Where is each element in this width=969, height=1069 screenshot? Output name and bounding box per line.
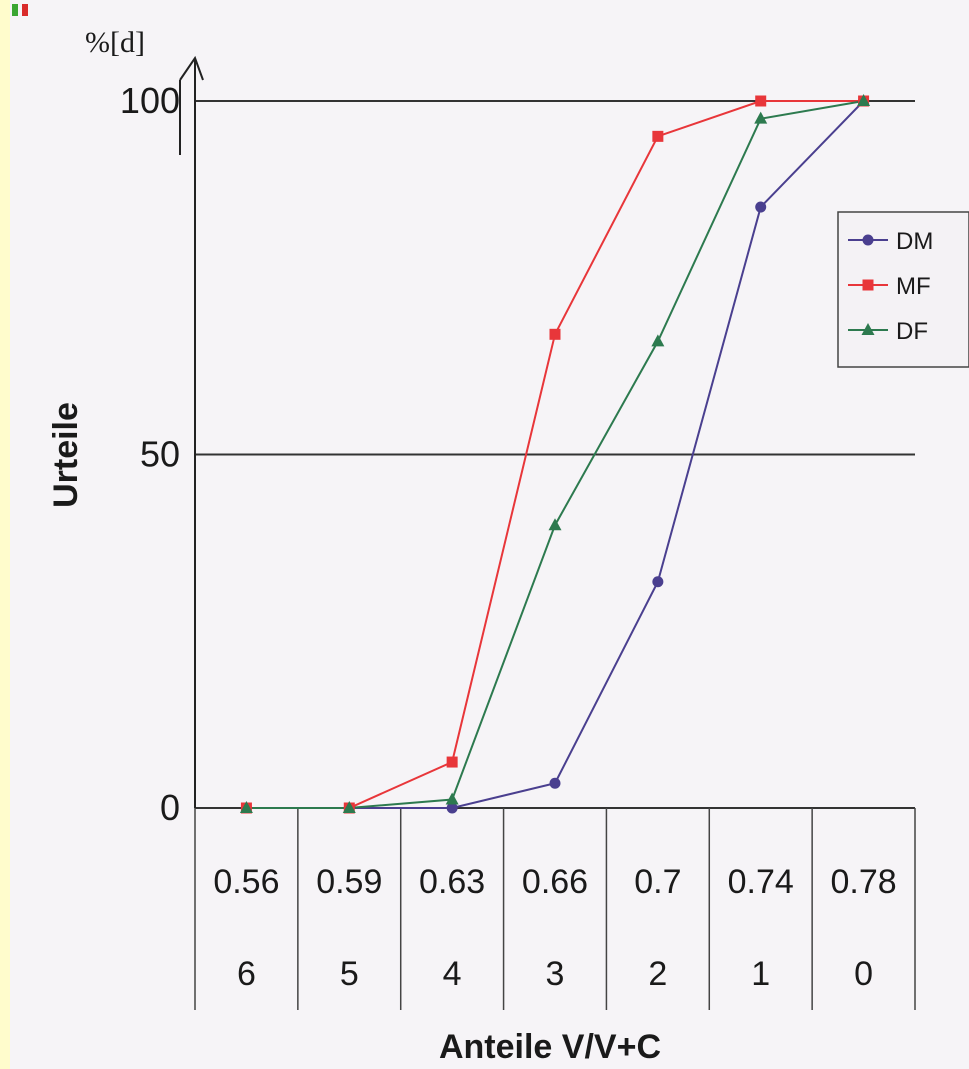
data-point-df [342, 801, 356, 813]
x-secondary-label: 2 [648, 955, 667, 993]
legend-box [837, 211, 969, 368]
x-secondary-label: 1 [751, 955, 770, 993]
legend-label-mf: MF [896, 273, 931, 300]
x-secondary-label: 6 [237, 955, 256, 993]
x-category-label: 0.63 [419, 863, 485, 901]
data-point-df [857, 94, 871, 106]
legend-label-df: DF [896, 318, 928, 345]
x-category-label: 0.66 [522, 863, 588, 901]
data-point-mf [755, 95, 767, 107]
data-point-df [754, 111, 768, 124]
x-category-label: 0.78 [830, 863, 896, 901]
x-secondary-label: 3 [546, 955, 565, 993]
x-axis-title: Anteile V/V+C [439, 1028, 661, 1066]
x-secondary-label: 0 [854, 955, 873, 993]
data-point-dm [446, 802, 458, 814]
y-axis-arrow [179, 55, 204, 81]
data-point-legend-df [861, 323, 875, 335]
data-point-dm [652, 576, 664, 588]
data-point-mf [446, 756, 458, 768]
x-secondary-label: 5 [340, 955, 359, 993]
corner-marker-red [22, 4, 28, 16]
data-point-mf [549, 328, 561, 340]
y-axis-unit: %[d] [85, 26, 145, 59]
data-point-mf [652, 130, 664, 142]
y-axis-title: Urteile [47, 402, 85, 508]
x-secondary-label: 4 [443, 955, 462, 993]
y-tick-label-100: 100 [120, 80, 180, 121]
x-category-label: 0.56 [213, 863, 279, 901]
corner-marker-green [12, 4, 18, 16]
y-tick-label-0: 0 [160, 787, 180, 828]
data-point-dm [755, 201, 767, 213]
left-accent-bar [0, 0, 10, 1069]
data-point-df [548, 518, 562, 531]
data-point-df [239, 801, 253, 813]
x-category-label: 0.7 [634, 863, 681, 901]
x-category-label: 0.59 [316, 863, 382, 901]
legend-label-dm: DM [896, 228, 933, 255]
data-point-df [651, 334, 665, 347]
data-point-dm [549, 777, 561, 789]
data-point-legend-mf [862, 279, 874, 291]
data-point-legend-dm [862, 234, 874, 246]
data-point-df [445, 792, 459, 805]
x-category-label: 0.74 [728, 863, 794, 901]
y-tick-label-50: 50 [140, 434, 180, 475]
